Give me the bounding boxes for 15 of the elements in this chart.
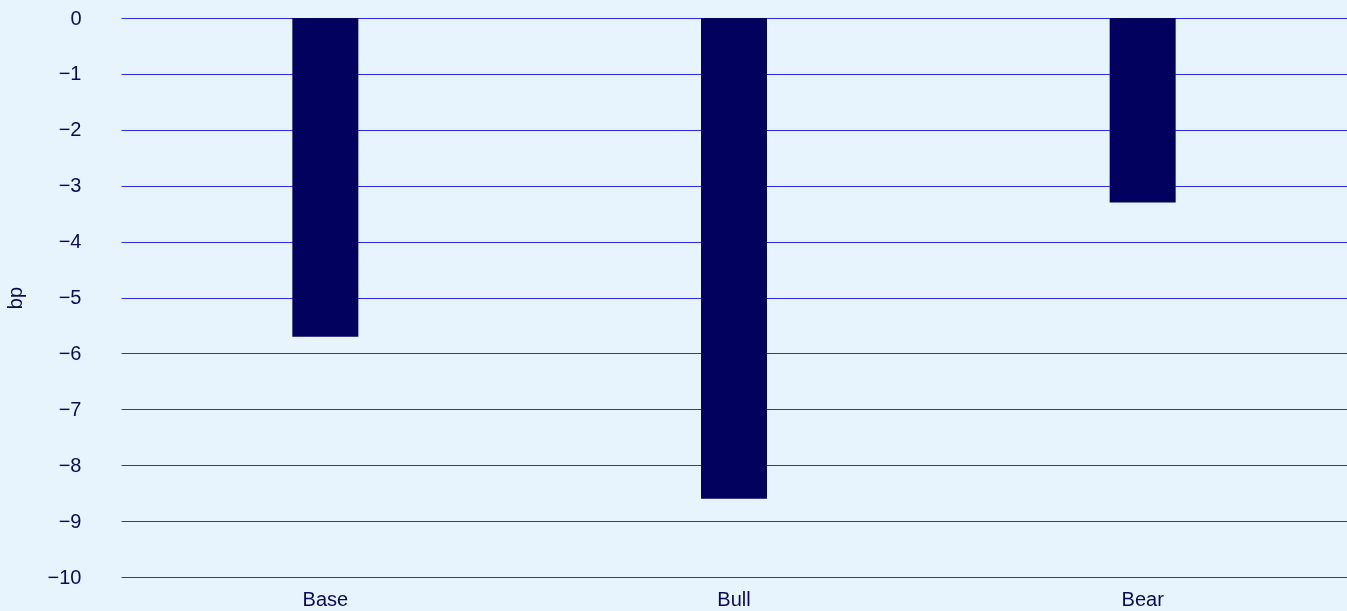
- y-tick-label: −9: [58, 509, 82, 532]
- y-tick-label: −7: [58, 397, 82, 420]
- y-tick-label: −3: [58, 174, 82, 197]
- y-tick-label: 0: [70, 6, 82, 29]
- y-tick-label: −4: [58, 230, 82, 253]
- y-tick-label: −10: [47, 565, 82, 588]
- x-tick-label: Bear: [1121, 587, 1165, 610]
- y-tick-label: −2: [58, 118, 82, 141]
- y-axis-title: bp: [3, 286, 26, 310]
- y-tick-label: −6: [58, 341, 82, 364]
- x-tick-label: Base: [302, 587, 349, 610]
- x-tick-label: Bull: [717, 587, 751, 610]
- y-tick-label: −5: [58, 286, 82, 308]
- y-tick-label: −8: [58, 453, 82, 476]
- y-tick-label: −1: [58, 62, 82, 85]
